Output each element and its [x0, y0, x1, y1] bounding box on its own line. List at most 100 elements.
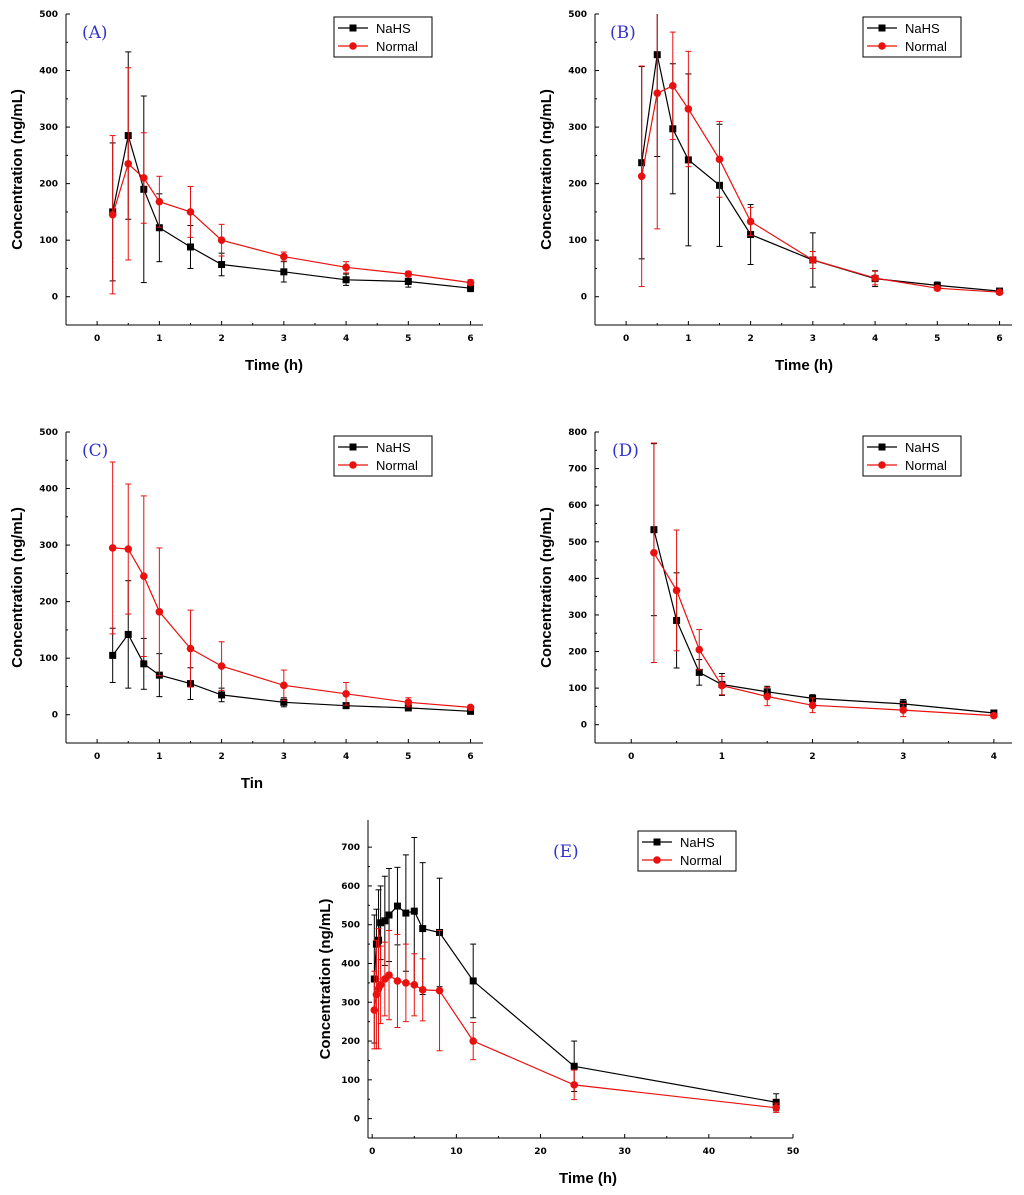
data-point [108, 544, 117, 552]
legend: NaHS Normal [333, 16, 433, 58]
legend-label-nahs: NaHS [905, 440, 940, 455]
series-normal [108, 461, 475, 712]
x-tick-label: 3 [281, 334, 287, 344]
legend: NaHS Normal [862, 16, 962, 58]
data-point [370, 1006, 379, 1014]
data-point [377, 919, 385, 927]
legend-label-nahs: NaHS [680, 835, 715, 850]
data-point [186, 243, 194, 251]
series-normal [370, 928, 780, 1113]
y-axis-title: Concentration (ng/mL) [317, 899, 334, 1060]
y-tick-label: 0 [581, 721, 587, 731]
y-tick-label: 200 [39, 180, 58, 190]
x-tick-label: 4 [343, 752, 349, 762]
data-point [186, 208, 195, 216]
data-point [393, 977, 402, 985]
data-point [899, 706, 908, 714]
legend-box [637, 830, 737, 872]
data-point [404, 270, 413, 278]
series-line [653, 529, 994, 714]
series-line [112, 162, 471, 284]
data-point [871, 274, 879, 282]
legend-marker-normal [653, 856, 661, 864]
y-tick-label: 300 [568, 123, 587, 133]
data-point [342, 276, 350, 284]
data-point [763, 692, 772, 701]
y-tick-label: 100 [568, 236, 587, 246]
chart-panel-4: 0 100 200 300 400 500 600 700 800 0 1 2 3 4 Concentrat… [538, 428, 1012, 762]
x-tick-label: 30 [618, 1147, 631, 1157]
series-nahs [109, 51, 475, 293]
data-point [990, 711, 998, 720]
data-point [808, 701, 817, 710]
y-tick-label: 500 [568, 10, 587, 20]
data-point [418, 986, 427, 994]
data-point [385, 911, 393, 919]
data-point [218, 260, 226, 268]
legend-marker-normal [349, 42, 357, 50]
legend-box [333, 16, 433, 58]
y-tick-label: 0 [354, 1115, 360, 1125]
data-point [933, 284, 942, 293]
chart-panel-2: 0 100 200 300 400 500 0 1 2 3 4 5 6 Time (h) Concentra… [538, 10, 1012, 374]
data-point [467, 707, 475, 715]
legend-label-nahs: NaHS [905, 21, 940, 36]
legend-label-nahs: NaHS [376, 440, 411, 455]
data-point [637, 172, 646, 181]
data-point [393, 902, 401, 910]
x-tick-label: 20 [534, 1147, 547, 1157]
data-point [186, 644, 195, 653]
x-tick-label: 2 [218, 752, 224, 762]
series-line [112, 633, 471, 712]
y-tick-label: 400 [568, 574, 587, 584]
y-tick-label: 500 [39, 10, 58, 20]
y-tick-label: 300 [39, 123, 58, 133]
legend: NaHS Normal [333, 435, 433, 477]
data-point [410, 981, 419, 989]
panel-tag: (C) [82, 441, 108, 461]
data-point [404, 698, 413, 707]
x-tick-label: 40 [703, 1147, 716, 1157]
data-point [570, 1062, 578, 1070]
data-point [668, 82, 677, 90]
y-tick-label: 400 [568, 67, 587, 77]
x-tick-label: 6 [996, 334, 1002, 344]
legend-marker-normal [349, 461, 357, 469]
data-point [280, 268, 288, 276]
legend: NaHS Normal [862, 435, 962, 477]
data-point [139, 174, 148, 182]
y-axis-title: Concentration (ng/mL) [9, 507, 26, 668]
y-tick-label: 100 [39, 654, 58, 664]
chart-panel-5: 0 100 200 300 400 500 600 700 0 10 20 30 40 50 Time (h… [317, 820, 799, 1187]
x-tick-label: 1 [156, 334, 162, 344]
x-tick-label: 10 [450, 1147, 463, 1157]
data-point [402, 979, 410, 987]
legend-marker-nahs [878, 24, 886, 32]
data-point [155, 224, 163, 232]
data-point [376, 981, 385, 989]
chart-panel-3: 0 100 200 300 400 500 0 1 2 3 4 5 6 Tin Concentration … [9, 428, 483, 792]
legend-label-normal: Normal [376, 39, 418, 54]
x-tick-label: 0 [628, 752, 634, 762]
legend-marker-nahs [878, 443, 886, 451]
series-nahs [650, 443, 998, 717]
x-tick-label: 5 [934, 334, 940, 344]
data-point [218, 691, 226, 699]
panel-tag: (D) [612, 441, 639, 461]
data-point [155, 608, 164, 616]
data-point [466, 703, 475, 712]
x-tick-label: 1 [156, 752, 162, 762]
data-point [280, 252, 288, 261]
data-point [124, 160, 133, 168]
y-tick-label: 100 [568, 684, 587, 694]
data-point [381, 917, 389, 925]
x-tick-label: 0 [94, 334, 100, 344]
y-tick-label: 200 [568, 648, 587, 658]
data-point [695, 645, 704, 654]
data-point [653, 89, 662, 97]
data-point [809, 256, 817, 264]
x-tick-label: 2 [218, 334, 224, 344]
data-point [570, 1081, 578, 1089]
data-point [124, 545, 133, 553]
